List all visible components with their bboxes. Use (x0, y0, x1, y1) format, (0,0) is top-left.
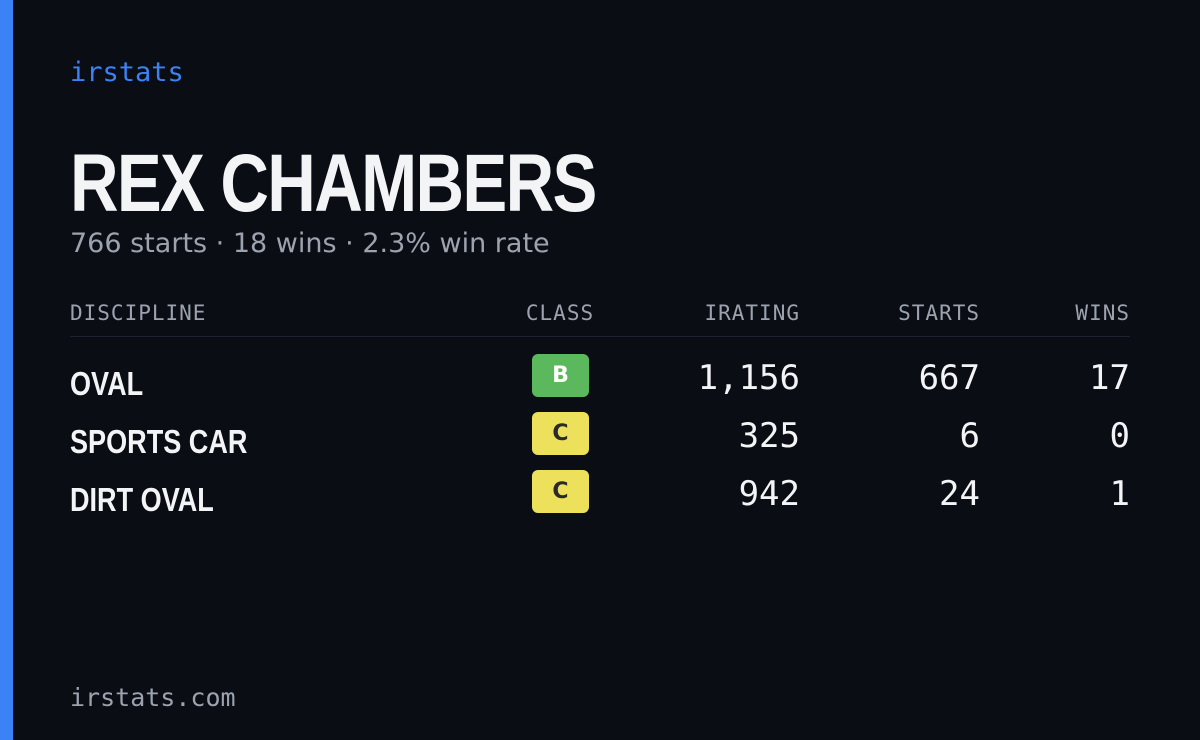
class-badge: C (532, 412, 589, 455)
starts-value: 667 (918, 358, 980, 398)
irating-value: 942 (738, 474, 800, 514)
summary-separator: · (345, 228, 354, 259)
wins-value: 0 (1109, 416, 1130, 456)
discipline-name: OVAL (70, 365, 144, 402)
accent-bar (0, 0, 13, 740)
stats-table-header: DISCIPLINE CLASS IRATING STARTS WINS (70, 298, 1130, 337)
table-row: DIRT OVAL C 942 24 1 (70, 470, 1130, 528)
table-row: SPORTS CAR C 325 6 0 (70, 412, 1130, 470)
column-header-class: CLASS (525, 301, 595, 325)
discipline-name: DIRT OVAL (70, 481, 214, 518)
class-badge: B (532, 354, 589, 397)
wins-value: 1 (1109, 474, 1130, 514)
brand-logo: irstats (70, 57, 184, 88)
column-header-discipline: DISCIPLINE (70, 301, 207, 325)
starts-value: 6 (959, 416, 980, 456)
summary-separator: · (215, 228, 225, 259)
discipline-name: SPORTS CAR (70, 423, 248, 460)
player-summary: 766 starts · 18 wins · 2.3% win rate (70, 226, 550, 262)
wins-value: 17 (1089, 358, 1130, 398)
starts-value: 24 (939, 474, 980, 514)
summary-wins: 18 wins (232, 228, 337, 259)
footer-url: irstats.com (70, 683, 236, 712)
column-header-wins: WINS (1075, 301, 1130, 325)
summary-win-rate: 2.3% win rate (362, 228, 550, 259)
table-row: OVAL B 1,156 667 17 (70, 354, 1130, 412)
summary-starts: 766 starts (70, 228, 208, 259)
irating-value: 325 (738, 416, 800, 456)
column-header-starts: STARTS (898, 301, 980, 325)
class-badge: C (532, 470, 589, 513)
column-header-irating: IRATING (704, 301, 800, 325)
irating-value: 1,156 (697, 358, 800, 398)
player-name: REX CHAMBERS (70, 138, 597, 229)
